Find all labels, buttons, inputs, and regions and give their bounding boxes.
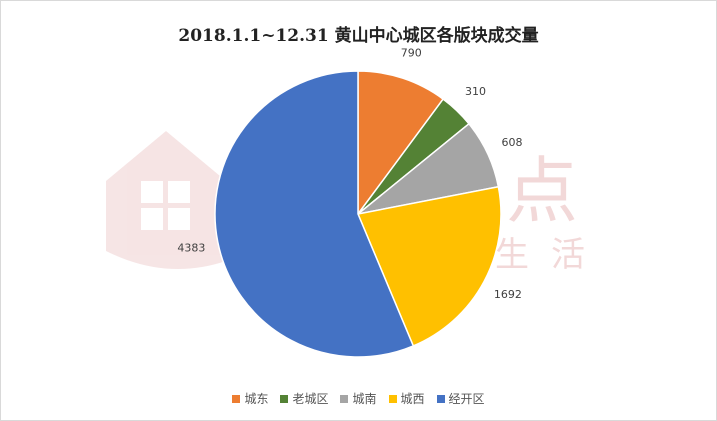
legend-swatch-5 [436,394,445,403]
legend-item-1: 城东 [232,390,268,407]
legend-label-1: 城东 [244,392,269,406]
legend-item-4: 城西 [388,390,425,407]
legend-label-2: 老城区 [292,392,329,406]
pie-slice-4 [356,185,502,347]
legend-item-5: 经开区 [436,390,485,407]
legend-item-3: 城南 [340,390,377,407]
legend-swatch-2 [280,394,289,403]
pie-data-label-2: 310 [465,85,486,98]
legend-label-3: 城南 [352,392,377,406]
legend-swatch-1 [232,394,241,403]
legend-swatch-4 [388,394,397,403]
pie-slice-1 [357,70,445,217]
pie-data-label-3: 608 [501,136,522,149]
pie-data-label-4: 1692 [494,288,522,301]
legend-label-4: 城西 [400,392,425,406]
watermark-house-icon [106,131,226,269]
legend-label-5: 经开区 [448,392,485,406]
pie-data-label-5: 4383 [177,242,205,255]
legend: 城东 老城区 城南 城西 经开区 [1,390,716,407]
legend-item-2: 老城区 [280,390,328,407]
legend-swatch-3 [340,394,349,403]
pie-data-label-1: 790 [401,47,422,60]
pie-slice-5 [214,70,415,358]
chart-title: 2018.1.1~12.31 黄山中心城区各版块成交量 [178,26,539,46]
